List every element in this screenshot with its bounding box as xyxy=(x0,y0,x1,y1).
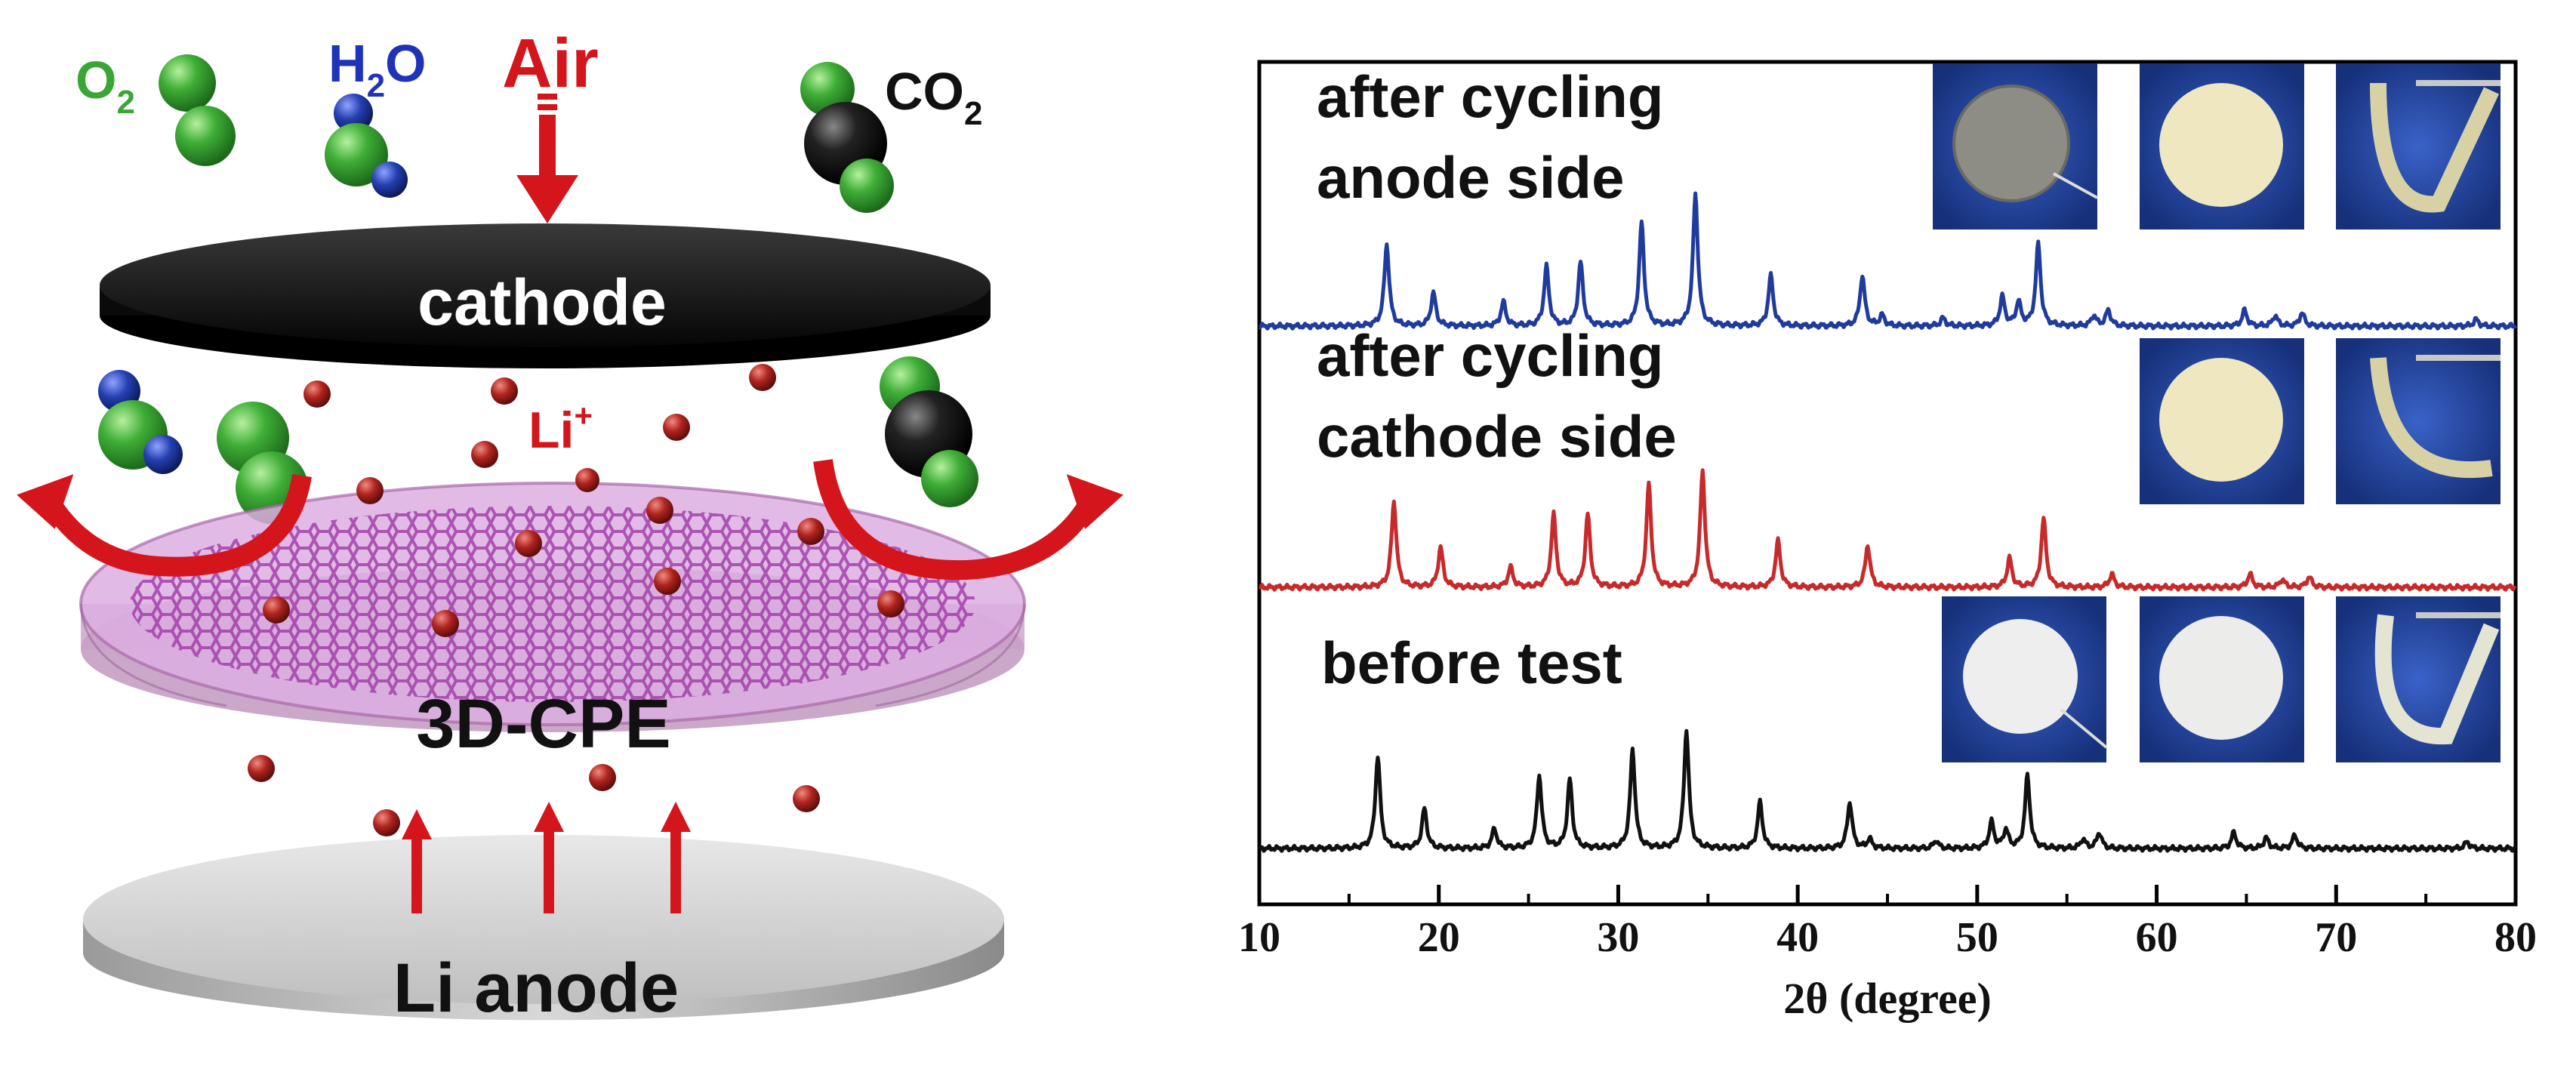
series-label-anode-line1: after cycling xyxy=(1317,63,1664,130)
photo-cathode-1 xyxy=(2140,338,2304,504)
o2-molecule xyxy=(159,54,236,166)
x-axis: 10 20 30 40 50 60 70 80 xyxy=(1238,885,2537,961)
battery-schematic: O2 H2O Air CO2 xyxy=(17,25,1123,1027)
li-ion-arrows xyxy=(402,802,691,913)
x-axis-label: 2θ (degree) xyxy=(1783,974,1992,1023)
cpe-membrane xyxy=(79,482,1026,732)
photo-anode-2 xyxy=(2140,63,2304,229)
co2-label: CO2 xyxy=(885,62,982,132)
series-label-cathode-line2: cathode side xyxy=(1317,403,1677,470)
xrd-series-0 xyxy=(1258,191,2518,331)
x-tick-label-10: 10 xyxy=(1238,914,1280,961)
x-tick-label-50: 50 xyxy=(1956,914,1998,961)
h2o-molecule xyxy=(325,94,408,198)
h2o-label: H2O xyxy=(328,34,427,104)
cathode-disk xyxy=(100,223,991,368)
anode-label: Li anode xyxy=(393,950,679,1027)
x-tick-label-70: 70 xyxy=(2315,914,2357,961)
xrd-chart: after cycling anode side after cycling c… xyxy=(1238,60,2537,1023)
photo-anode-3 xyxy=(2336,63,2501,229)
x-tick-label-60: 60 xyxy=(2136,914,2178,961)
series-label-anode-line2: anode side xyxy=(1317,144,1624,211)
xrd-series-2 xyxy=(1258,728,2517,853)
co2-molecule-escaping xyxy=(880,356,978,507)
series-layer xyxy=(1258,191,2518,853)
x-tick-label-20: 20 xyxy=(1418,914,1460,961)
series-label-cathode-line1: after cycling xyxy=(1317,322,1664,389)
cpe-label: 3D-CPE xyxy=(416,685,670,762)
o2-label: O2 xyxy=(75,51,135,121)
x-tick-label-30: 30 xyxy=(1597,914,1639,961)
air-arrow xyxy=(516,94,578,223)
photo-before-1 xyxy=(1942,596,2108,762)
x-tick-label-40: 40 xyxy=(1776,914,1819,961)
photo-cathode-2 xyxy=(2336,338,2501,504)
li-ion-label: Li+ xyxy=(528,398,593,459)
cathode-label: cathode xyxy=(418,266,667,339)
x-tick-label-80: 80 xyxy=(2494,914,2537,961)
escape-arrow-right xyxy=(813,459,1123,581)
series-label-before: before test xyxy=(1321,630,1622,696)
h2o-molecule-escaping xyxy=(98,370,183,474)
li-anode-disk xyxy=(83,835,1004,1021)
photo-before-3 xyxy=(2336,596,2501,762)
photo-before-2 xyxy=(2140,596,2304,762)
xrd-series-1 xyxy=(1258,468,2517,592)
escape-arrow-left xyxy=(17,473,312,577)
photo-anode-1 xyxy=(1933,63,2098,229)
co2-molecule xyxy=(800,62,894,213)
air-label: Air xyxy=(502,25,599,102)
